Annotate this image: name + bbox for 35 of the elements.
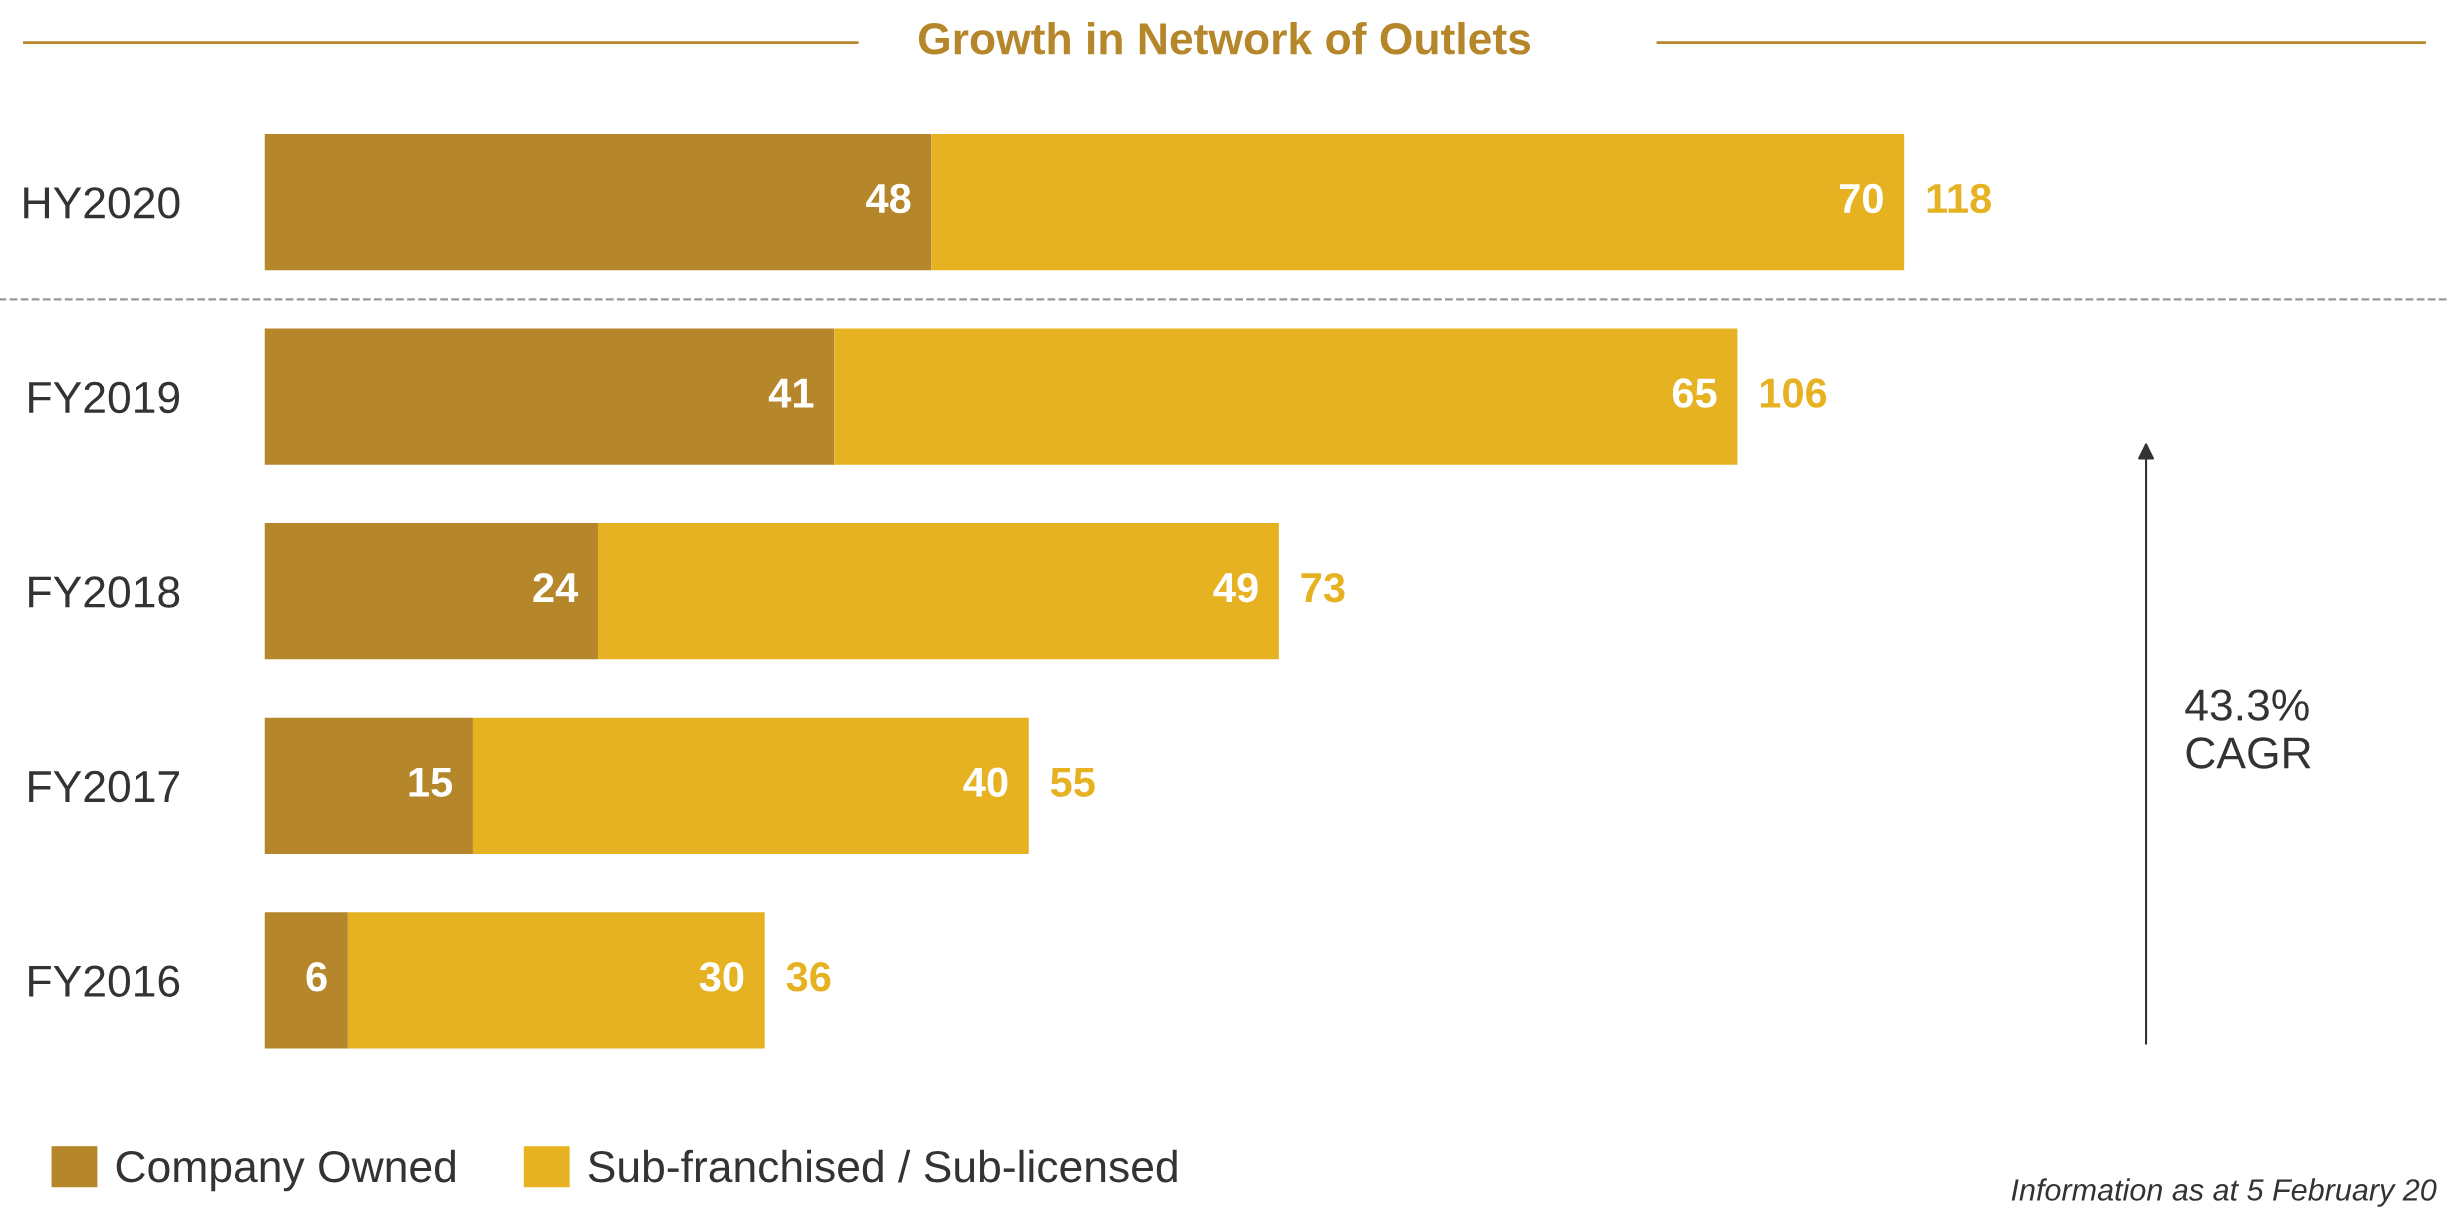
legend-label: Company Owned [116, 1149, 455, 1192]
bar [264, 523, 598, 660]
bar [347, 912, 765, 1049]
bar [264, 717, 473, 854]
bar [834, 328, 1738, 465]
bar [597, 523, 1279, 660]
data-label: 70 [1839, 183, 1883, 214]
total-label: 36 [786, 962, 831, 992]
y-tick-label: FY2018 [29, 576, 180, 608]
bar [264, 912, 348, 1049]
chart-title: Growth in Network of Outlets [918, 21, 1531, 55]
y-tick-label: HY2020 [24, 187, 180, 219]
data-label: 49 [1213, 572, 1258, 603]
data-label: 65 [1672, 378, 1717, 408]
y-tick-label: FY2019 [29, 381, 180, 414]
legend-label: Sub-franchised / Sub-licensed [588, 1149, 1177, 1183]
text: 43.3% CAGR [2185, 689, 2311, 769]
y-tick-label: FY2017 [29, 770, 179, 803]
y-tick-label: FY2016 [29, 965, 180, 997]
data-label: 41 [768, 378, 814, 408]
total-label: 55 [1050, 767, 1095, 797]
data-label: 40 [963, 767, 1008, 797]
data-label: 15 [409, 767, 453, 797]
data-label: 30 [699, 962, 744, 992]
bar [264, 328, 835, 465]
total-label: 73 [1301, 572, 1345, 603]
bar [472, 717, 1029, 854]
data-label: 24 [533, 572, 579, 602]
bar [931, 133, 1905, 271]
total-label: 118 [1927, 183, 1991, 214]
data-label: 6 [306, 962, 327, 992]
total-label: 106 [1760, 378, 1827, 408]
bar [264, 133, 932, 271]
text: Information as at 5 February 20 [2011, 1178, 2437, 1207]
data-label: 48 [866, 183, 911, 214]
